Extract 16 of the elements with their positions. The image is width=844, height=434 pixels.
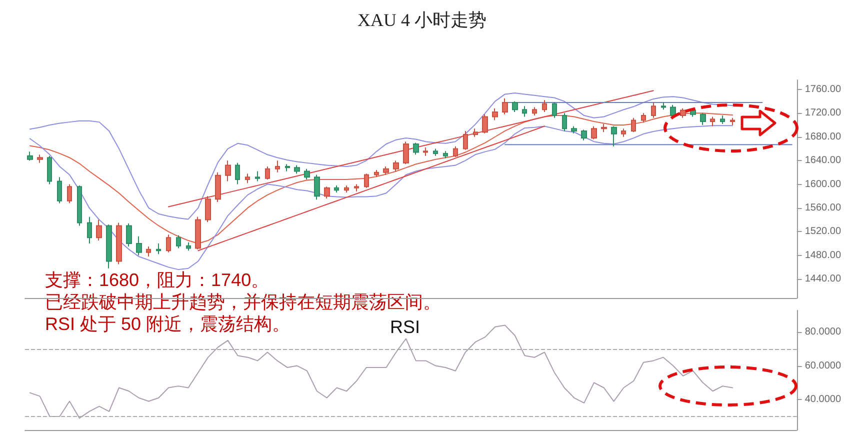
y-tick-label: 60.0000 [804, 360, 842, 372]
annotation: RSI [390, 317, 420, 337]
y-tick-label: 1520.00 [804, 226, 842, 238]
y-tick-label: 80.0000 [804, 326, 842, 338]
chart-title: XAU 4 小时走势 [358, 10, 486, 30]
y-tick-label: 1760.00 [804, 84, 842, 95]
y-tick-label: 1720.00 [804, 108, 842, 119]
y-tick-label: 1680.00 [804, 131, 842, 142]
annotation: 支撑：1680，阻力：1740。 [45, 270, 270, 290]
y-tick-label: 1600.00 [804, 178, 842, 190]
y-tick-label: 40.0000 [804, 394, 842, 406]
annotation: RSI 处于 50 附近，震荡结构。 [45, 314, 290, 334]
y-tick-label: 1440.00 [804, 274, 842, 285]
y-tick-label: 1480.00 [804, 250, 842, 261]
y-tick-label: 1560.00 [804, 202, 842, 214]
y-tick-label: 1640.00 [804, 155, 842, 166]
